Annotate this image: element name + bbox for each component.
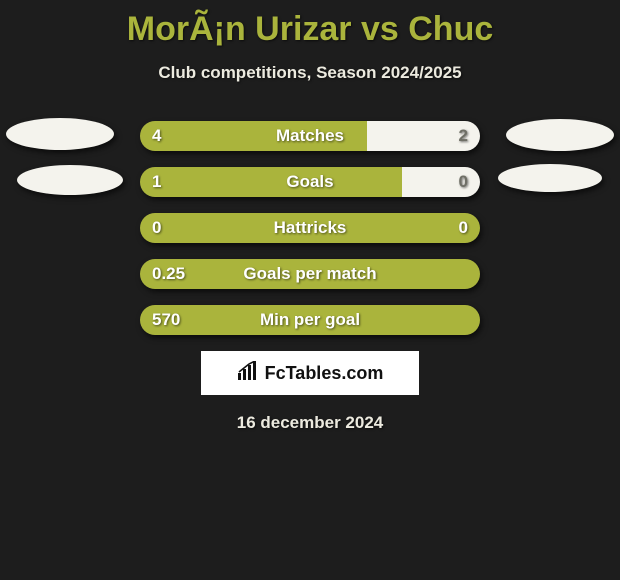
chart-icon	[237, 361, 259, 386]
stat-row: 00Hattricks	[0, 213, 620, 243]
logo-box: FcTables.com	[201, 351, 419, 395]
stat-rows: 42Matches 10Goals 00Hattricks 0.25Goals per…	[0, 121, 620, 335]
stat-row: 10Goals	[0, 167, 620, 197]
date-text: 16 december 2024	[0, 413, 620, 433]
logo-text: FcTables.com	[265, 363, 384, 384]
page-title: MorÃ¡n Urizar vs Chuc	[0, 0, 620, 49]
player-left-marker	[17, 165, 123, 195]
stat-label: Goals	[140, 167, 480, 197]
player-left-marker	[6, 118, 114, 150]
page-subtitle: Club competitions, Season 2024/2025	[0, 63, 620, 83]
stat-row: 42Matches	[0, 121, 620, 151]
stat-label: Hattricks	[140, 213, 480, 243]
player-right-marker	[498, 164, 602, 192]
stat-label: Goals per match	[140, 259, 480, 289]
stat-row: 570Min per goal	[0, 305, 620, 335]
player-right-marker	[506, 119, 614, 151]
stat-label: Matches	[140, 121, 480, 151]
stat-label: Min per goal	[140, 305, 480, 335]
stat-row: 0.25Goals per match	[0, 259, 620, 289]
